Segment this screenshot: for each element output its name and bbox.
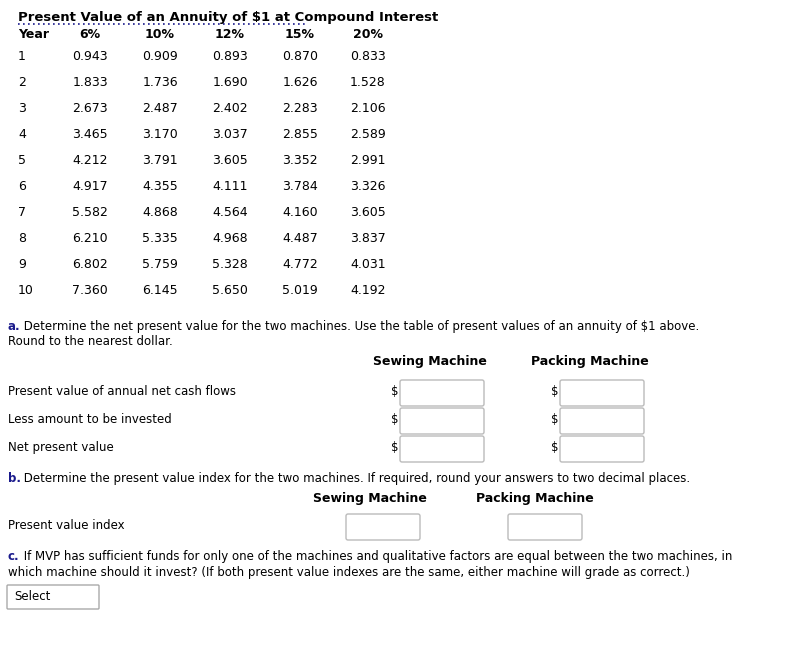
Text: 6.145: 6.145 [142, 284, 178, 297]
Text: 2.589: 2.589 [350, 128, 386, 141]
FancyBboxPatch shape [346, 514, 420, 540]
Text: 7.360: 7.360 [72, 284, 108, 297]
Text: $: $ [550, 385, 558, 398]
Text: 1.833: 1.833 [72, 76, 108, 89]
Text: 2: 2 [18, 76, 26, 89]
Text: 1.690: 1.690 [212, 76, 248, 89]
Text: 2.991: 2.991 [350, 154, 385, 167]
Text: 5.335: 5.335 [142, 232, 178, 245]
Text: 3.465: 3.465 [72, 128, 108, 141]
Text: a.: a. [8, 320, 20, 333]
Text: Present Value of an Annuity of $1 at Compound Interest: Present Value of an Annuity of $1 at Com… [18, 11, 438, 24]
Text: Determine the present value index for the two machines. If required, round your : Determine the present value index for th… [20, 472, 690, 485]
FancyBboxPatch shape [560, 436, 644, 462]
Text: 5.328: 5.328 [212, 258, 248, 271]
Text: 4.564: 4.564 [212, 206, 248, 219]
Text: which machine should it invest? (If both present value indexes are the same, eit: which machine should it invest? (If both… [8, 566, 690, 579]
Text: 3.837: 3.837 [350, 232, 386, 245]
Text: 1.736: 1.736 [142, 76, 178, 89]
Text: 20%: 20% [353, 28, 383, 41]
FancyBboxPatch shape [560, 380, 644, 406]
Text: Less amount to be invested: Less amount to be invested [8, 413, 172, 426]
FancyBboxPatch shape [400, 380, 484, 406]
Text: 5.019: 5.019 [282, 284, 318, 297]
FancyBboxPatch shape [7, 585, 99, 609]
Text: 4.111: 4.111 [212, 180, 248, 193]
Text: 0.943: 0.943 [72, 50, 108, 63]
Text: 2.855: 2.855 [282, 128, 318, 141]
Text: 4: 4 [18, 128, 26, 141]
Text: 1.626: 1.626 [283, 76, 318, 89]
Text: c.: c. [8, 550, 20, 563]
Text: $: $ [550, 441, 558, 454]
Text: Determine the net present value for the two machines. Use the table of present v: Determine the net present value for the … [20, 320, 699, 333]
Text: 1: 1 [18, 50, 26, 63]
Text: 4.192: 4.192 [350, 284, 385, 297]
Text: 3.784: 3.784 [282, 180, 318, 193]
Text: 2.402: 2.402 [212, 102, 248, 115]
Text: Year: Year [18, 28, 49, 41]
Text: 10%: 10% [145, 28, 175, 41]
Text: Packing Machine: Packing Machine [531, 355, 649, 368]
Text: 6%: 6% [79, 28, 100, 41]
Text: $: $ [550, 413, 558, 426]
Text: Sewing Machine: Sewing Machine [373, 355, 487, 368]
Text: 0.833: 0.833 [350, 50, 386, 63]
Text: 3.170: 3.170 [142, 128, 178, 141]
Text: 1.528: 1.528 [350, 76, 386, 89]
Text: 12%: 12% [215, 28, 245, 41]
FancyBboxPatch shape [508, 514, 582, 540]
Text: 3.605: 3.605 [350, 206, 386, 219]
Text: 4.968: 4.968 [212, 232, 248, 245]
Text: 4.772: 4.772 [282, 258, 318, 271]
Text: 2.487: 2.487 [142, 102, 178, 115]
Text: Present value of annual net cash flows: Present value of annual net cash flows [8, 385, 236, 398]
Text: 6.210: 6.210 [72, 232, 108, 245]
Text: 4.355: 4.355 [142, 180, 178, 193]
Text: $: $ [390, 413, 398, 426]
Text: 5.759: 5.759 [142, 258, 178, 271]
Text: 4.868: 4.868 [142, 206, 178, 219]
Text: 0.870: 0.870 [282, 50, 318, 63]
Text: 3.352: 3.352 [282, 154, 318, 167]
Text: 10: 10 [18, 284, 34, 297]
Text: 2.673: 2.673 [72, 102, 108, 115]
Text: 8: 8 [18, 232, 26, 245]
Text: 4.917: 4.917 [72, 180, 108, 193]
Text: 7: 7 [18, 206, 26, 219]
Text: 0.909: 0.909 [142, 50, 178, 63]
Text: b.: b. [8, 472, 21, 485]
Text: 4.031: 4.031 [350, 258, 385, 271]
Text: 4.160: 4.160 [282, 206, 318, 219]
Text: 5.650: 5.650 [212, 284, 248, 297]
Text: 6.802: 6.802 [72, 258, 108, 271]
Text: 15%: 15% [285, 28, 315, 41]
Text: 3.791: 3.791 [142, 154, 178, 167]
Text: Present value index: Present value index [8, 519, 125, 532]
Text: Net present value: Net present value [8, 441, 114, 454]
Text: 5: 5 [18, 154, 26, 167]
Text: 2.283: 2.283 [282, 102, 318, 115]
FancyBboxPatch shape [400, 408, 484, 434]
Text: 6: 6 [18, 180, 26, 193]
Text: $: $ [390, 441, 398, 454]
FancyBboxPatch shape [560, 408, 644, 434]
Text: 3: 3 [18, 102, 26, 115]
Text: 2.106: 2.106 [350, 102, 385, 115]
Text: 4.487: 4.487 [282, 232, 318, 245]
Text: 3.037: 3.037 [212, 128, 248, 141]
Text: 3.605: 3.605 [212, 154, 248, 167]
Text: $: $ [390, 385, 398, 398]
FancyBboxPatch shape [400, 436, 484, 462]
Text: 5.582: 5.582 [72, 206, 108, 219]
Text: Packing Machine: Packing Machine [476, 492, 594, 505]
Text: 0.893: 0.893 [212, 50, 248, 63]
Text: If MVP has sufficient funds for only one of the machines and qualitative factors: If MVP has sufficient funds for only one… [20, 550, 732, 563]
Text: 4.212: 4.212 [72, 154, 108, 167]
Text: 3.326: 3.326 [350, 180, 385, 193]
Text: Round to the nearest dollar.: Round to the nearest dollar. [8, 335, 173, 348]
Text: 9: 9 [18, 258, 26, 271]
Text: Sewing Machine: Sewing Machine [313, 492, 427, 505]
Text: Select: Select [14, 590, 50, 603]
